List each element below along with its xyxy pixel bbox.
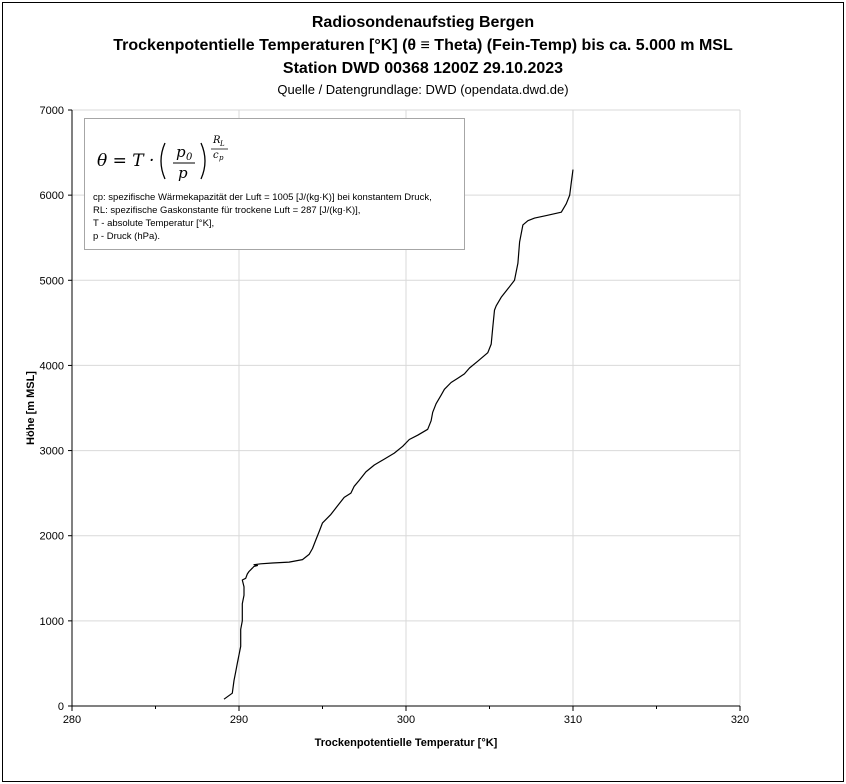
- y-tick-label: 0: [58, 701, 64, 713]
- y-tick-label: 7000: [40, 105, 64, 117]
- y-tick-label: 5000: [40, 275, 64, 287]
- formula-legend: cp: spezifische Wärmekapazität der Luft …: [93, 191, 432, 243]
- series-group: [223, 169, 574, 700]
- theta-profile-line: [223, 169, 574, 700]
- legend-p: p - Druck (hPa).: [93, 231, 161, 242]
- legend-cp: cp: spezifische Wärmekapazität der Luft …: [93, 192, 432, 203]
- formula-box: θ = T · p 0 p R L c p cp: spezifische Wä…: [84, 118, 465, 250]
- y-ticks: 0 1000 2000 3000 4000 5000 6000 7000: [40, 105, 72, 713]
- svg-text:0: 0: [186, 152, 193, 163]
- y-tick-label: 2000: [40, 531, 64, 543]
- svg-text:c: c: [213, 150, 219, 161]
- svg-text:p: p: [176, 143, 186, 161]
- legend-rl: RL: spezifische Gaskonstante für trocken…: [93, 205, 361, 216]
- x-tick-label: 300: [397, 714, 415, 726]
- y-tick-label: 4000: [40, 360, 64, 372]
- y-axis-title: Höhe [m MSL]: [25, 371, 37, 445]
- svg-text:p: p: [219, 154, 224, 162]
- x-tick-label: 320: [731, 714, 749, 726]
- y-tick-label: 6000: [40, 190, 64, 202]
- svg-text:R: R: [212, 135, 221, 146]
- x-ticks: 280 290 300 310 320: [63, 706, 749, 726]
- svg-text:θ = T ·: θ = T ·: [97, 151, 154, 171]
- x-tick-label: 310: [564, 714, 582, 726]
- theta-formula: θ = T · p 0 p R L c p: [95, 129, 255, 190]
- x-tick-label: 290: [230, 714, 248, 726]
- chart-subtitle-2: Station DWD 00368 1200Z 29.10.2023: [282, 60, 564, 77]
- x-axis-title: Trockenpotentielle Temperatur [°K]: [315, 737, 498, 749]
- chart-title: Radiosondenaufstieg Bergen: [311, 14, 535, 31]
- formula-svg: θ = T · p 0 p R L c p: [97, 135, 228, 182]
- legend-t: T - absolute Temperatur [°K],: [93, 218, 215, 229]
- chart-subtitle-1: Trockenpotentielle Temperaturen [°K] (θ …: [113, 37, 733, 54]
- svg-text:p: p: [178, 164, 188, 182]
- x-tick-label: 280: [63, 714, 81, 726]
- chart-source: Quelle / Datengrundlage: DWD (opendata.d…: [277, 82, 569, 97]
- y-tick-label: 1000: [40, 616, 64, 628]
- y-tick-label: 3000: [40, 446, 64, 458]
- svg-text:L: L: [219, 140, 225, 148]
